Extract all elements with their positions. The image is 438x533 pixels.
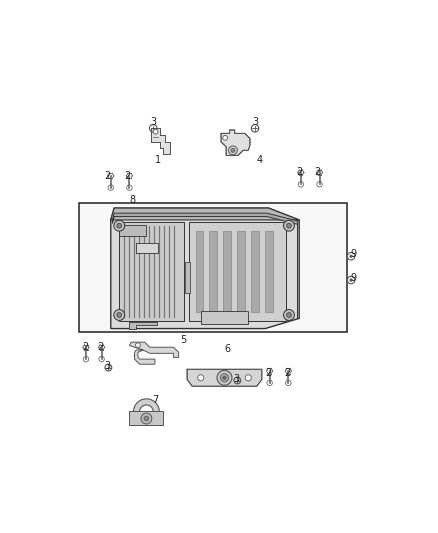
- Circle shape: [114, 220, 125, 231]
- Text: 3: 3: [252, 117, 258, 126]
- Polygon shape: [134, 399, 159, 411]
- Text: 5: 5: [180, 335, 187, 345]
- Circle shape: [135, 343, 140, 348]
- Bar: [119, 225, 146, 236]
- Bar: [189, 222, 286, 321]
- Polygon shape: [297, 220, 299, 318]
- Bar: [130, 411, 163, 425]
- Polygon shape: [187, 369, 262, 386]
- Text: 3: 3: [233, 375, 240, 384]
- Text: 2: 2: [314, 167, 321, 177]
- Circle shape: [223, 135, 227, 140]
- Circle shape: [141, 413, 152, 424]
- Polygon shape: [113, 213, 297, 224]
- Circle shape: [117, 223, 122, 228]
- Circle shape: [350, 279, 353, 281]
- Text: 3: 3: [104, 361, 110, 371]
- Polygon shape: [111, 208, 299, 220]
- Text: 2: 2: [284, 368, 290, 378]
- Bar: [196, 231, 203, 312]
- Bar: [78, 203, 347, 332]
- Bar: [185, 262, 190, 293]
- Circle shape: [153, 130, 158, 134]
- Text: 1: 1: [155, 155, 161, 165]
- Bar: [209, 231, 217, 312]
- Text: 4: 4: [257, 155, 263, 165]
- Polygon shape: [130, 322, 156, 328]
- Polygon shape: [221, 130, 250, 156]
- Bar: [237, 231, 245, 312]
- Circle shape: [231, 148, 235, 152]
- Bar: [201, 311, 248, 324]
- Text: 2: 2: [97, 342, 104, 352]
- Text: 6: 6: [225, 344, 231, 354]
- Circle shape: [245, 375, 251, 381]
- Text: 9: 9: [350, 249, 357, 259]
- Text: 2: 2: [124, 171, 131, 181]
- Bar: [119, 222, 184, 321]
- Circle shape: [350, 255, 353, 257]
- Circle shape: [283, 310, 294, 320]
- Text: 9: 9: [350, 273, 357, 282]
- Polygon shape: [111, 208, 299, 328]
- Circle shape: [286, 313, 291, 317]
- Circle shape: [220, 374, 229, 382]
- Circle shape: [283, 220, 294, 231]
- Circle shape: [198, 375, 204, 381]
- Bar: [265, 231, 272, 312]
- Circle shape: [144, 416, 149, 421]
- Circle shape: [117, 313, 122, 317]
- Circle shape: [286, 223, 291, 228]
- Bar: [251, 231, 259, 312]
- Text: 2: 2: [265, 368, 272, 378]
- Bar: [223, 231, 231, 312]
- Text: 2: 2: [296, 167, 302, 177]
- Text: 8: 8: [130, 195, 136, 205]
- Circle shape: [217, 370, 232, 385]
- Bar: [136, 244, 158, 253]
- Circle shape: [223, 376, 226, 379]
- Text: 3: 3: [150, 117, 156, 126]
- Polygon shape: [152, 128, 170, 154]
- Text: 7: 7: [152, 395, 158, 405]
- Circle shape: [229, 146, 237, 155]
- Text: 2: 2: [82, 342, 88, 352]
- Text: 2: 2: [104, 171, 110, 181]
- Circle shape: [114, 310, 125, 320]
- Polygon shape: [130, 342, 179, 364]
